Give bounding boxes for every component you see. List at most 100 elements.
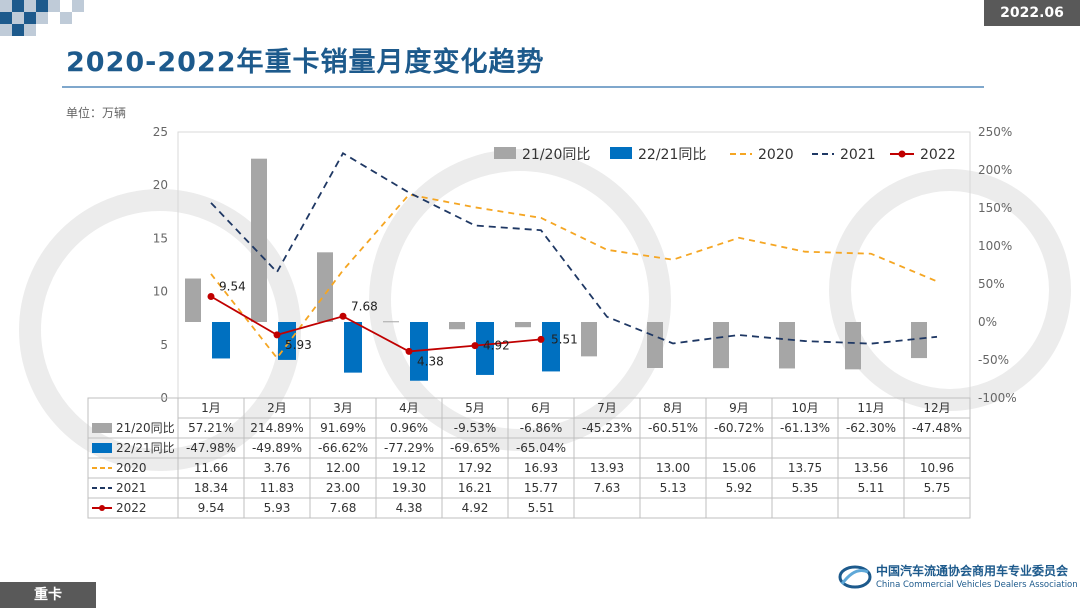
data-label-2022: 7.68 — [351, 299, 378, 313]
table-cell: 13.00 — [656, 461, 690, 475]
legend-label-22-21: 22/21同比 — [638, 147, 706, 163]
table-row-label: 21/20同比 — [116, 421, 175, 435]
table-cell: -9.53% — [454, 421, 496, 435]
bar-21-20 — [185, 278, 201, 322]
table-cell: -49.89% — [252, 441, 302, 455]
bar-21-20 — [317, 252, 333, 322]
bar-21-20 — [581, 322, 597, 357]
x-tick-label: 1月 — [201, 401, 221, 415]
data-label-2022: 5.51 — [551, 332, 578, 346]
legend-label-2022: 2022 — [920, 147, 956, 163]
table-cell: 214.89% — [250, 421, 303, 435]
x-tick-label: 12月 — [923, 401, 950, 415]
table-cell: 4.38 — [396, 501, 423, 515]
point-2022 — [339, 312, 347, 320]
table-cell: -61.13% — [780, 421, 830, 435]
bar-21-20 — [911, 322, 927, 359]
table-cell: 5.92 — [726, 481, 753, 495]
table-row-label: 22/21同比 — [116, 441, 175, 455]
x-tick-label: 8月 — [663, 401, 683, 415]
legend-label-2021: 2021 — [840, 147, 876, 163]
table-cell: 91.69% — [320, 421, 366, 435]
legend-label-2020: 2020 — [758, 147, 794, 163]
table-cell: 16.21 — [458, 481, 492, 495]
bar-21-20 — [779, 322, 795, 369]
legend-swatch-22-21 — [610, 147, 632, 159]
table-cell: -65.04% — [516, 441, 566, 455]
table-cell: 19.12 — [392, 461, 426, 475]
bar-22-21 — [344, 322, 362, 373]
bar-21-20 — [383, 321, 399, 323]
table-cell: -6.86% — [520, 421, 562, 435]
table-cell: 5.13 — [660, 481, 687, 495]
data-label-2022: 4.92 — [483, 339, 510, 353]
table-cell: 5.11 — [858, 481, 885, 495]
y-right-tick-label: 150% — [978, 201, 1012, 215]
table-cell: 16.93 — [524, 461, 558, 475]
table-cell: 19.30 — [392, 481, 426, 495]
table-cell: 5.51 — [528, 501, 555, 515]
x-tick-label: 7月 — [597, 401, 617, 415]
y-left-tick-label: 25 — [153, 125, 168, 139]
table-cell: 13.93 — [590, 461, 624, 475]
x-tick-label: 2月 — [267, 401, 287, 415]
y-right-tick-label: -100% — [978, 391, 1017, 405]
x-tick-label: 11月 — [857, 401, 884, 415]
table-cell: 12.00 — [326, 461, 360, 475]
table-cell: 11.83 — [260, 481, 294, 495]
table-legend-key — [92, 423, 112, 433]
table-row-label: 2022 — [116, 501, 147, 515]
bar-21-20 — [647, 322, 663, 368]
legend-swatch-21-20 — [494, 147, 516, 159]
table-legend-key — [92, 443, 112, 453]
data-label-2022: 4.38 — [417, 354, 444, 368]
table-cell: 11.66 — [194, 461, 228, 475]
table-cell: 7.68 — [330, 501, 357, 515]
y-right-tick-label: -50% — [978, 353, 1009, 367]
table-cell: 4.92 — [462, 501, 489, 515]
table-cell: -45.23% — [582, 421, 632, 435]
y-right-tick-label: 0% — [978, 315, 997, 329]
table-cell: -69.65% — [450, 441, 500, 455]
table-cell: -47.48% — [912, 421, 962, 435]
table-cell: 10.96 — [920, 461, 954, 475]
table-cell: 17.92 — [458, 461, 492, 475]
bar-21-20 — [251, 158, 267, 322]
table-cell: 0.96% — [390, 421, 428, 435]
footer-tag: 重卡 — [0, 582, 96, 608]
table-cell: 15.06 — [722, 461, 756, 475]
table-cell: 5.75 — [924, 481, 951, 495]
table-cell: -66.62% — [318, 441, 368, 455]
point-2022 — [207, 292, 215, 300]
table-cell: 15.77 — [524, 481, 558, 495]
table-legend-marker — [99, 505, 105, 511]
bar-21-20 — [449, 322, 465, 330]
table-cell: 57.21% — [188, 421, 234, 435]
table-cell: 13.56 — [854, 461, 888, 475]
org-signature: 中国汽车流通协会商用车专业委员会 China Commercial Vehicl… — [838, 560, 1078, 596]
bar-22-21 — [212, 322, 230, 359]
line-2020 — [210, 193, 938, 360]
table-row-label: 2021 — [116, 481, 147, 495]
data-label-2022: 9.54 — [219, 279, 246, 293]
table-row-label: 2020 — [116, 461, 147, 475]
y-right-tick-label: 50% — [978, 277, 1005, 291]
y-left-tick-label: 15 — [153, 231, 168, 245]
point-2022 — [537, 335, 545, 343]
x-tick-label: 5月 — [465, 401, 485, 415]
point-2022 — [405, 347, 413, 355]
y-right-tick-label: 200% — [978, 163, 1012, 177]
bar-22-21 — [542, 322, 560, 372]
bar-21-20 — [713, 322, 729, 369]
point-2022 — [273, 331, 281, 339]
bar-21-20 — [845, 322, 861, 370]
table-cell: 13.75 — [788, 461, 822, 475]
bar-21-20 — [515, 322, 531, 328]
table-cell: 5.35 — [792, 481, 819, 495]
bar-22-21 — [476, 322, 494, 375]
line-2021 — [210, 152, 938, 345]
x-tick-label: 10月 — [791, 401, 818, 415]
date-badge: 2022.06 — [984, 0, 1080, 26]
x-tick-label: 9月 — [729, 401, 749, 415]
table-cell: -77.29% — [384, 441, 434, 455]
